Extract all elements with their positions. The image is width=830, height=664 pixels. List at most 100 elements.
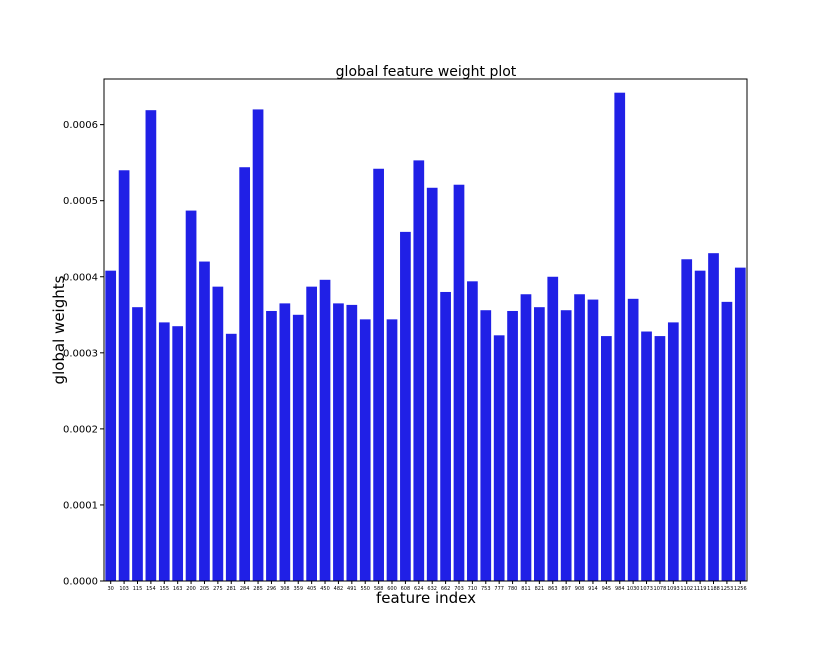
bar-205: [199, 261, 210, 581]
bar-863: [547, 276, 559, 581]
bar-1256: [734, 267, 746, 581]
x-tick-label: 1256: [734, 586, 747, 592]
x-tick-label: 1093: [667, 586, 680, 592]
y-tick-label: 0.0003: [63, 348, 98, 359]
x-tick-label: 1102: [680, 586, 693, 592]
bar-200: [185, 210, 197, 581]
bar-359: [292, 314, 304, 581]
bar-753: [480, 310, 492, 581]
x-tick-label: 780: [508, 586, 518, 592]
x-tick-label: 491: [347, 586, 357, 592]
y-tick-label: 0.0006: [63, 120, 98, 131]
bar-811: [520, 294, 532, 581]
bar-450: [319, 279, 331, 581]
x-tick-label: 984: [615, 586, 625, 592]
x-tick-label: 155: [160, 586, 170, 592]
x-tick-label: 863: [548, 586, 558, 592]
x-tick-label: 205: [200, 586, 210, 592]
x-tick-label: 1078: [654, 586, 667, 592]
x-tick-label: 777: [494, 586, 504, 592]
plot-frame: [103, 78, 748, 582]
bar-897: [560, 310, 572, 581]
chart-title: global feature weight plot: [336, 64, 517, 80]
x-tick-label: 154: [146, 586, 156, 592]
bar-1073: [641, 331, 652, 581]
x-tick-label: 914: [588, 586, 598, 592]
bar-1030: [627, 298, 639, 581]
bar-154: [145, 110, 157, 582]
bar-482: [333, 303, 344, 581]
x-tick-label: 1030: [627, 586, 640, 592]
y-tick-label: 0.0000: [63, 577, 98, 588]
bar-632: [426, 187, 438, 581]
x-axis-title: feature index: [376, 589, 476, 607]
x-tick-label: 1253: [721, 586, 734, 592]
bar-1102: [681, 259, 693, 581]
bar-491: [346, 304, 358, 581]
bar-30: [105, 270, 117, 581]
bar-780: [507, 310, 518, 581]
x-tick-label: 163: [173, 586, 183, 592]
y-axis: 0.0000 0.0001 0.0002 0.0003 0.0004 0.0005 0.00…: [63, 120, 104, 588]
x-tick-label: 945: [602, 586, 612, 592]
y-tick-label: 0.0001: [63, 500, 98, 511]
bar-163: [172, 326, 184, 581]
x-tick-label: 1188: [707, 586, 720, 592]
x-axis: 30 103 115 154 155 163 200 205 275 281 284 285 296 30…: [108, 581, 747, 592]
x-tick-label: 482: [334, 586, 344, 592]
bar-908: [574, 294, 585, 581]
bar-296: [266, 310, 277, 581]
bar-588: [373, 168, 384, 581]
x-tick-label: 710: [468, 586, 478, 592]
bar-155: [158, 322, 170, 581]
bar-945: [600, 336, 612, 581]
bar-1253: [721, 301, 733, 581]
bar-624: [413, 160, 425, 581]
bar-1093: [667, 322, 679, 581]
bar-285: [252, 109, 264, 582]
bar-600: [386, 319, 398, 581]
x-tick-label: 103: [119, 586, 129, 592]
x-tick-label: 308: [280, 586, 290, 592]
x-tick-label: 1119: [694, 586, 707, 592]
bar-984: [614, 92, 626, 581]
x-tick-label: 821: [535, 586, 545, 592]
x-tick-label: 608: [401, 586, 411, 592]
bar-1119: [694, 270, 706, 581]
x-tick-label: 811: [521, 586, 531, 592]
x-tick-label: 359: [293, 586, 303, 592]
x-tick-label: 703: [454, 586, 464, 592]
x-tick-label: 450: [320, 586, 330, 592]
bars-group: [105, 92, 746, 582]
bar-275: [212, 286, 224, 581]
x-tick-label: 1073: [640, 586, 653, 592]
x-tick-label: 115: [133, 586, 143, 592]
bar-777: [493, 335, 505, 581]
x-tick-label: 30: [108, 586, 114, 592]
bar-914: [587, 299, 599, 581]
x-tick-label: 624: [414, 586, 424, 592]
y-tick-label: 0.0002: [63, 424, 98, 435]
bar-115: [132, 307, 143, 581]
x-tick-label: 200: [186, 586, 196, 592]
x-tick-label: 275: [213, 586, 223, 592]
bar-1188: [708, 253, 719, 581]
x-tick-label: 405: [307, 586, 317, 592]
bar-1078: [654, 336, 666, 581]
bar-703: [453, 184, 465, 581]
x-tick-label: 284: [240, 586, 250, 592]
y-tick-label: 0.0004: [63, 272, 98, 283]
x-tick-label: 281: [226, 586, 236, 592]
bar-405: [306, 286, 317, 581]
x-tick-label: 632: [427, 586, 437, 592]
bar-608: [400, 231, 411, 581]
x-tick-label: 550: [360, 586, 370, 592]
x-tick-label: 662: [441, 586, 451, 592]
x-tick-label: 296: [267, 586, 277, 592]
x-tick-label: 897: [561, 586, 571, 592]
bar-662: [440, 291, 451, 581]
bar-821: [534, 307, 545, 581]
y-tick-label: 0.0005: [63, 196, 98, 207]
bar-284: [239, 167, 251, 582]
